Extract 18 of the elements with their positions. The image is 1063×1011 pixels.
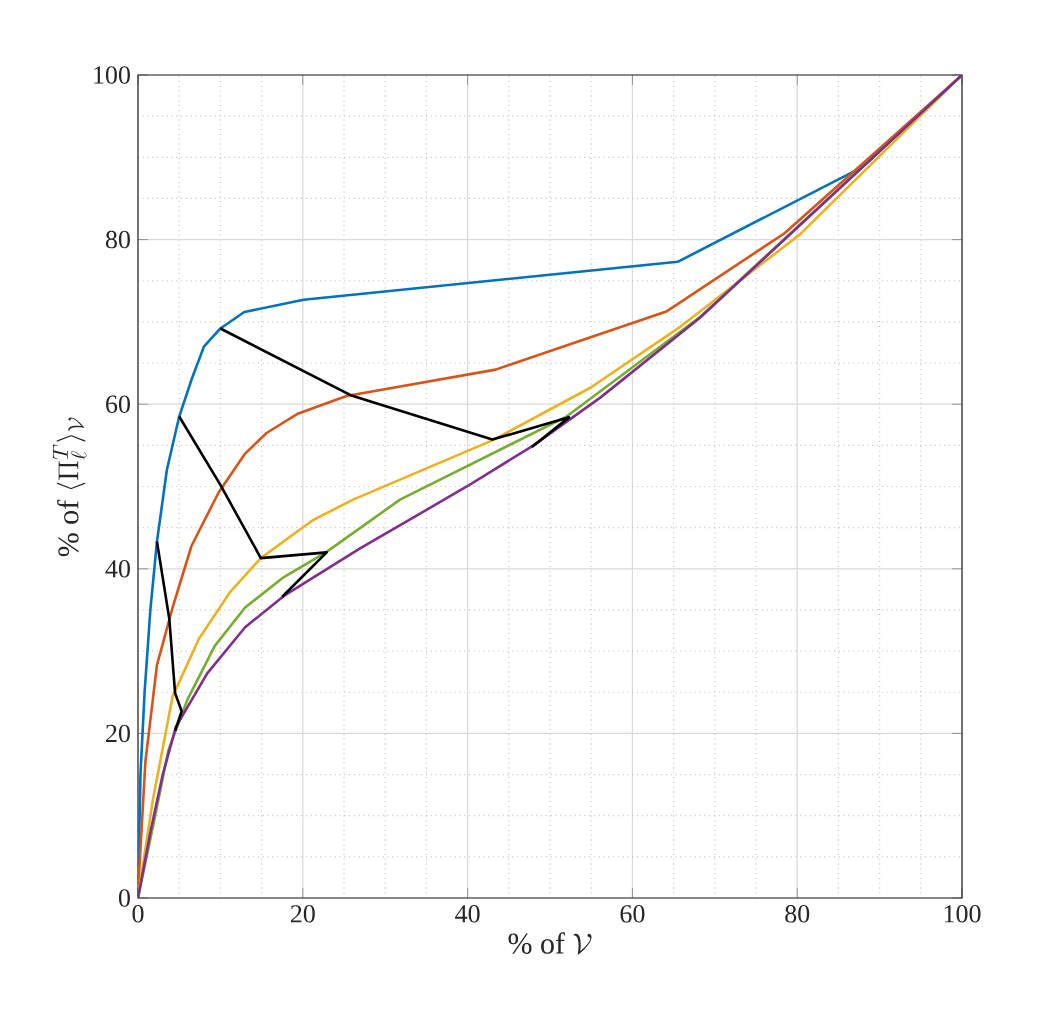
line-series (155, 540, 183, 733)
line-series (177, 415, 328, 599)
line-series (138, 74, 963, 898)
y-tick-label: 100 (94, 66, 130, 84)
x-tick-label: 40 (455, 905, 480, 923)
x-tick-label: 80 (785, 905, 810, 923)
y-tick-label: 0 (118, 889, 130, 907)
x-axis-title: $\%\ \mathrm{of}\ \mathcal{V}$ (508, 932, 592, 955)
x-tick-label: 60 (620, 905, 645, 923)
x-tick-label: 20 (290, 905, 315, 923)
y-tick-label: 60 (106, 395, 130, 413)
line-series (219, 327, 571, 449)
x-tick-label: 0 (132, 905, 144, 923)
y-tick-label: 40 (105, 560, 130, 578)
y-axis-title: $\%\ \mathrm{of}\ \langle \Pi_\ell^T \rangle_{\mathcal{V}}$ (52, 417, 87, 557)
x-tick-label: 100 (944, 905, 981, 923)
y-tick-label: 80 (105, 230, 130, 249)
y-tick-label: 20 (106, 724, 130, 743)
